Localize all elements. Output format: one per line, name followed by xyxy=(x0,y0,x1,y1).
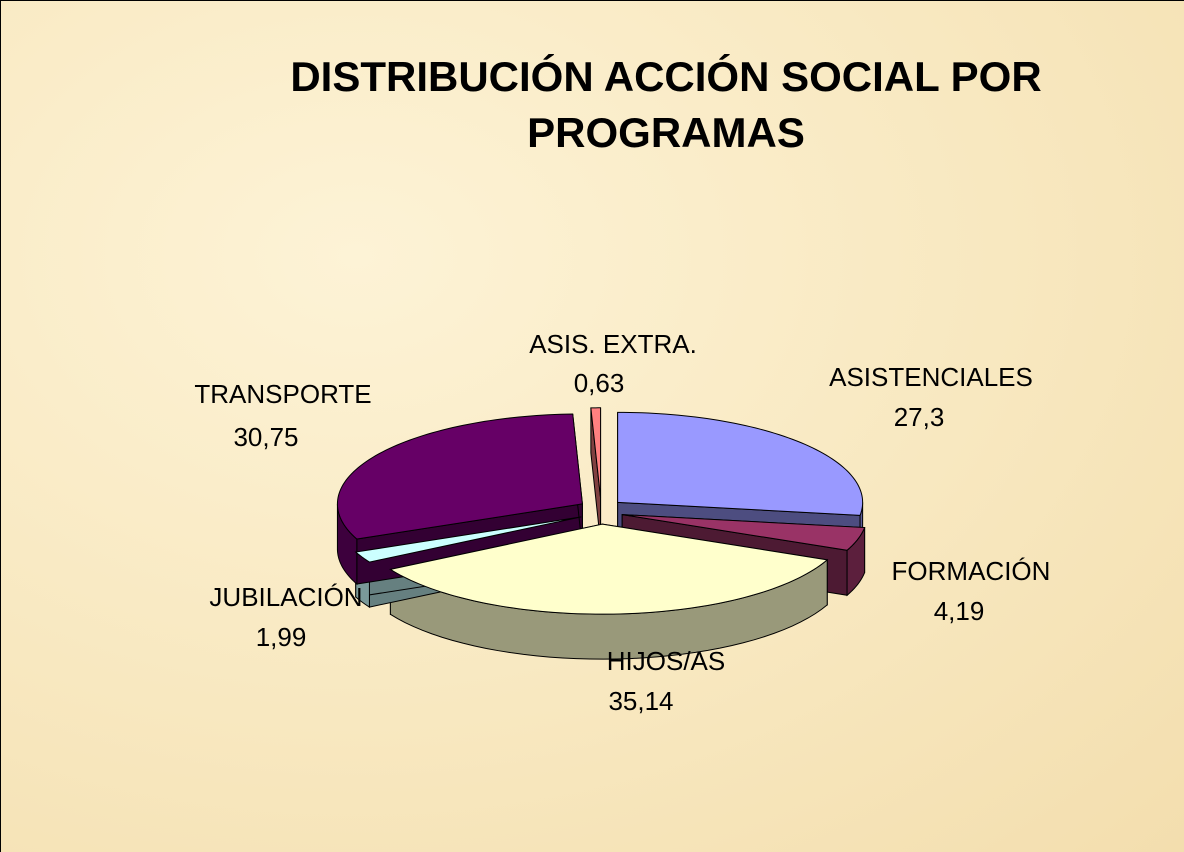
slice-label: TRANSPORTE xyxy=(194,379,371,409)
slice-label: HIJOS/AS xyxy=(607,646,725,676)
slice xyxy=(389,523,829,615)
value-label: 35,14 xyxy=(608,686,673,716)
chart-title: DISTRIBUCIÓN ACCIÓN SOCIAL POR PROGRAMAS xyxy=(290,53,1042,156)
value-label: 4,19 xyxy=(934,596,985,626)
slice xyxy=(617,411,864,516)
slice-label: FORMACIÓN xyxy=(892,556,1051,586)
slice-label: JUBILACIÓN xyxy=(209,582,362,612)
value-label: 1,99 xyxy=(256,622,307,652)
value-label: 27,3 xyxy=(894,402,945,432)
slice xyxy=(622,514,866,551)
slice xyxy=(354,516,582,563)
value-label: 0,63 xyxy=(574,368,625,398)
value-label: 30,75 xyxy=(233,422,298,452)
slice xyxy=(336,413,583,540)
slice-label: ASISTENCIALES xyxy=(829,362,1033,392)
slice xyxy=(590,407,602,498)
slice-label: ASIS. EXTRA. xyxy=(529,329,697,359)
